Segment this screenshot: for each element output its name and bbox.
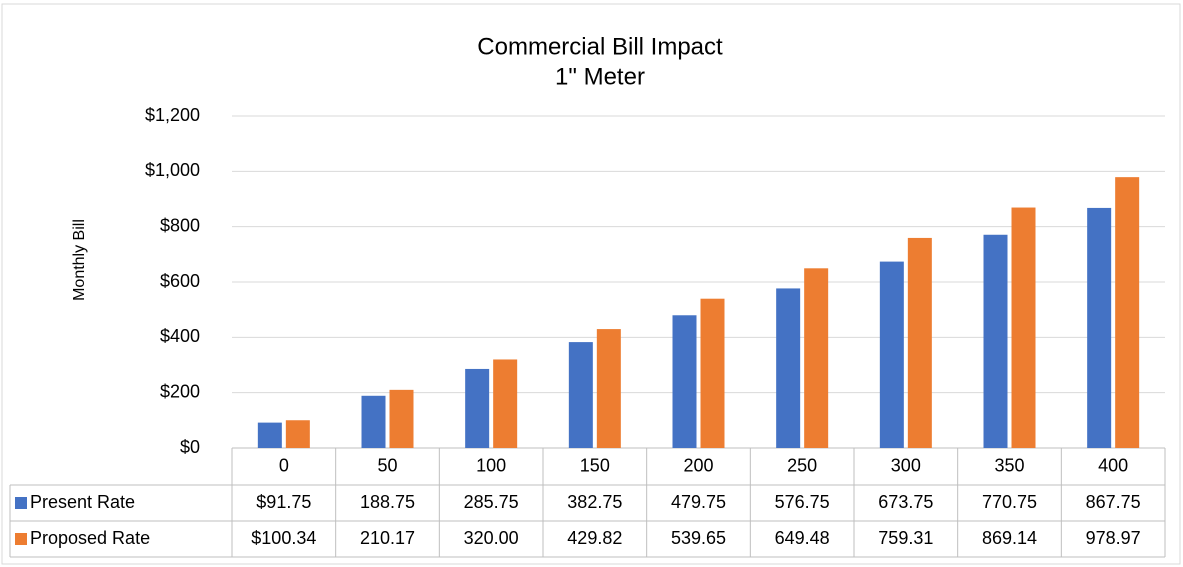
- chart-title: Commercial Bill Impact: [477, 33, 723, 60]
- bar: [361, 395, 386, 448]
- table-value: 285.75: [464, 492, 519, 512]
- x-tick-label: 50: [377, 455, 397, 475]
- bar: [493, 359, 518, 448]
- x-tick-label: 250: [787, 455, 817, 475]
- legend-label: Proposed Rate: [30, 528, 150, 548]
- bar: [804, 268, 829, 448]
- bar: [672, 315, 697, 448]
- legend-key: [15, 533, 27, 545]
- table-value: 978.97: [1086, 528, 1141, 548]
- table-value: 759.31: [878, 528, 933, 548]
- bar: [1011, 207, 1036, 448]
- bar: [285, 420, 310, 448]
- x-tick-label: 100: [476, 455, 506, 475]
- bar: [596, 329, 621, 448]
- y-tick-label: $400: [160, 326, 200, 346]
- x-tick-label: 400: [1098, 455, 1128, 475]
- table-value: 210.17: [360, 528, 415, 548]
- bar: [907, 237, 932, 448]
- y-tick-label: $800: [160, 215, 200, 235]
- x-tick-label: 150: [580, 455, 610, 475]
- x-tick-label: 0: [279, 455, 289, 475]
- x-tick-label: 350: [994, 455, 1024, 475]
- table-value: 770.75: [982, 492, 1037, 512]
- table-value: 869.14: [982, 528, 1037, 548]
- table-value: 576.75: [775, 492, 830, 512]
- y-tick-label: $600: [160, 271, 200, 291]
- legend-label: Present Rate: [30, 492, 135, 512]
- table-value: 382.75: [567, 492, 622, 512]
- bar: [1115, 177, 1140, 449]
- y-axis-label: Monthly Bill: [71, 219, 88, 301]
- table-value: $91.75: [256, 492, 311, 512]
- table-value: 867.75: [1086, 492, 1141, 512]
- bar: [568, 342, 593, 448]
- y-tick-label: $1,200: [145, 105, 200, 125]
- table-value: 188.75: [360, 492, 415, 512]
- y-tick-label: $200: [160, 381, 200, 401]
- bar: [983, 234, 1008, 448]
- legend-key: [15, 497, 27, 509]
- bar: [700, 298, 725, 448]
- y-tick-label: $0: [180, 437, 200, 457]
- bar: [389, 389, 414, 448]
- chart-subtitle: 1" Meter: [555, 63, 645, 90]
- y-tick-label: $1,000: [145, 160, 200, 180]
- bar: [879, 261, 904, 448]
- table-value: 649.48: [775, 528, 830, 548]
- table-value: 539.65: [671, 528, 726, 548]
- table-value: 429.82: [567, 528, 622, 548]
- x-tick-label: 200: [683, 455, 713, 475]
- table-value: 673.75: [878, 492, 933, 512]
- bar: [1087, 207, 1112, 448]
- x-tick-label: 300: [891, 455, 921, 475]
- bar: [465, 368, 490, 448]
- table-value: 479.75: [671, 492, 726, 512]
- bar: [257, 422, 282, 448]
- table-value: 320.00: [464, 528, 519, 548]
- bar: [776, 288, 801, 448]
- table-value: $100.34: [251, 528, 316, 548]
